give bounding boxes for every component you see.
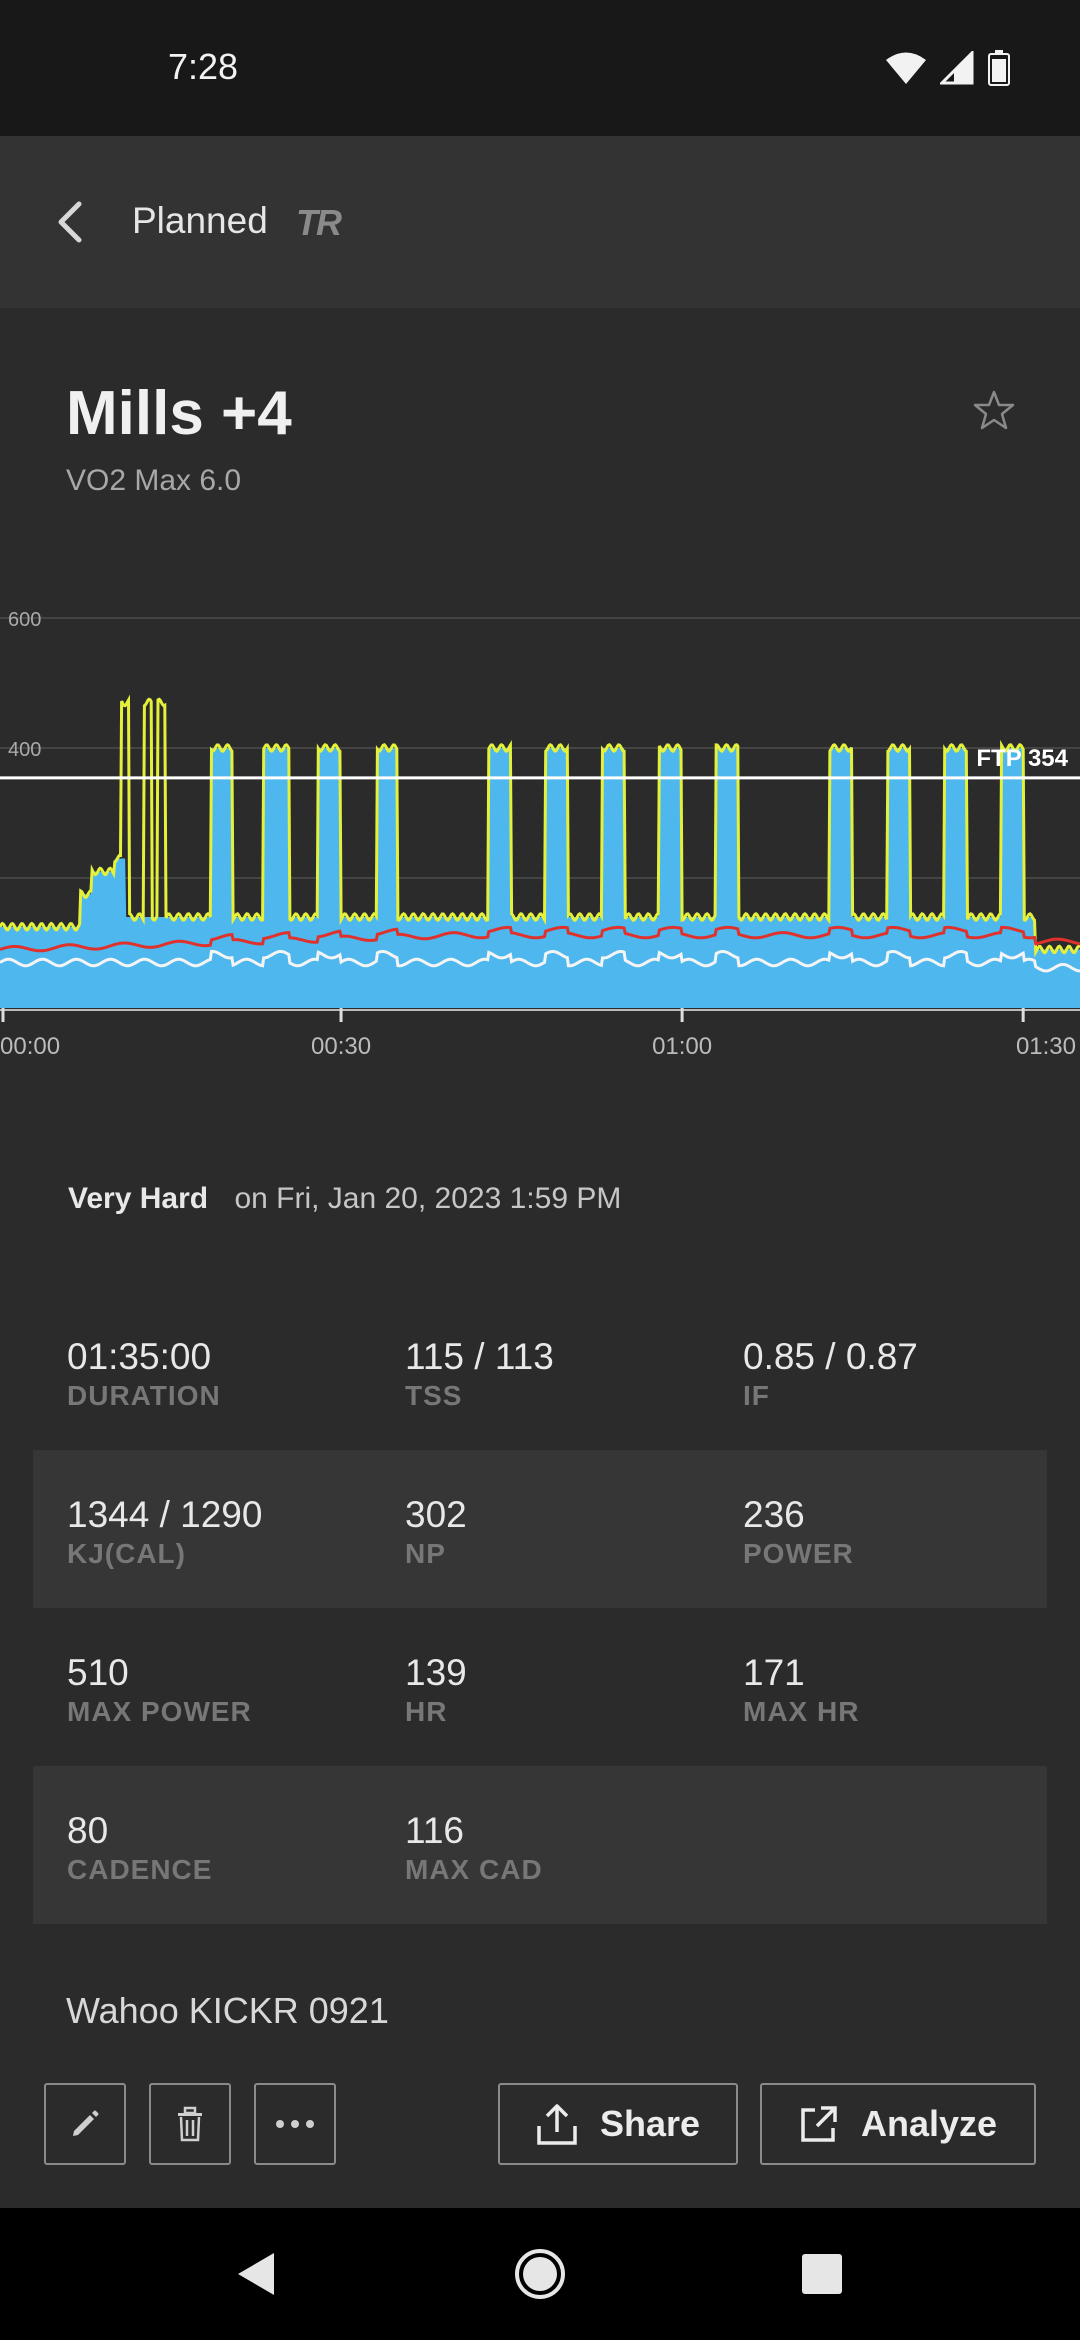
workout-date: on Fri, Jan 20, 2023 1:59 PM [234,1182,622,1215]
app-bar: Planned TR [0,136,1080,308]
back-button[interactable] [40,192,100,252]
status-bar: 7:28 [0,0,1080,136]
stat-label: CADENCE [67,1854,213,1885]
stat-value: 510 [67,1652,129,1693]
cell-signal-icon [940,51,974,85]
delete-button[interactable] [149,2083,231,2165]
nav-home-button[interactable] [510,2244,570,2304]
stats-row: 01:35:00 DURATION 115 / 113 TSS 0.85 / 0.8… [33,1292,1047,1450]
more-horizontal-icon [276,2120,314,2128]
workout-chart-svg: FTP 354 600 400 00:00 00:30 01:00 01:30 [0,609,1080,1060]
app-bar-title: Planned [132,200,268,241]
chart-series-power [0,694,1080,958]
battery-icon [988,50,1010,86]
status-icons [886,50,1010,86]
stat-label: NP [405,1538,446,1569]
share-icon [537,2104,577,2145]
stat-value: 116 [405,1810,464,1851]
stat-label: MAX POWER [67,1696,252,1727]
stat-value: 80 [67,1810,109,1851]
chart-ftp-label: FTP 354 [976,745,1068,772]
stat-value: 115 / 113 [405,1336,554,1377]
more-button[interactable] [254,2083,336,2165]
stat-if: 0.85 / 0.87 IF [709,1292,1047,1450]
favorite-button[interactable] [964,380,1024,440]
analyze-label: Analyze [860,2103,998,2144]
share-button[interactable]: Share [498,2083,738,2165]
analyze-button[interactable]: Analyze [760,2083,1036,2165]
workout-title: Mills +4 [66,379,292,448]
stats-grid: 01:35:00 DURATION 115 / 113 TSS 0.85 / 0.8… [33,1292,1047,1924]
stat-label: DURATION [67,1380,221,1411]
stat-value: 139 [405,1652,467,1693]
status-time: 7:28 [168,46,239,87]
stat-hr: 139 HR [371,1608,709,1766]
share-label: Share [599,2103,701,2144]
chevron-left-icon [58,201,82,243]
stat-label: TSS [405,1380,463,1411]
external-link-icon [801,2106,837,2142]
difficulty-label: Very Hard [68,1182,209,1215]
stat-max-hr: 171 MAX HR [709,1608,1047,1766]
wifi-icon [886,52,926,84]
stats-row: 1344 / 1290 KJ(CAL) 302 NP 236 POWER [33,1450,1047,1608]
stat-label: IF [743,1380,770,1411]
workout-chart[interactable]: FTP 354 600 400 00:00 00:30 01:00 01:30 [0,598,1080,1072]
stat-max-power: 510 MAX POWER [33,1608,371,1766]
chart-y-tick-label: 600 [8,609,41,631]
stat-np: 302 NP [371,1450,709,1608]
stat-label: MAX CAD [405,1854,543,1885]
stat-value: 1344 / 1290 [67,1494,263,1535]
stat-kj-cal: 1344 / 1290 KJ(CAL) [33,1450,371,1608]
stat-value: 236 [743,1494,805,1535]
chart-series-cadence [0,950,1080,973]
trash-icon [178,2106,202,2142]
nav-home-icon [515,2249,565,2299]
stat-value: 01:35:00 [67,1336,212,1377]
workout-header: Mills +4 VO2 Max 6.0 [0,308,1080,598]
stat-duration: 01:35:00 DURATION [33,1292,371,1450]
stat-label: POWER [743,1538,854,1569]
chart-x-tick-label: 00:30 [311,1033,371,1060]
chart-x-tick-label: 01:00 [652,1033,712,1060]
stat-empty [709,1766,1047,1924]
nav-recents-icon [802,2254,842,2294]
chart-x-tick-label: 00:00 [0,1033,60,1060]
chart-series-heart-rate [0,925,1080,953]
chart-y-tick-label: 400 [8,739,41,761]
chart-x-tick-label: 01:30 [1016,1033,1076,1060]
star-outline-icon [973,390,1015,430]
stat-label: MAX HR [743,1696,860,1727]
nav-recents-button[interactable] [792,2244,852,2304]
stats-row: 510 MAX POWER 139 HR 171 MAX HR [33,1608,1047,1766]
nav-back-icon [238,2253,274,2295]
stat-label: KJ(CAL) [67,1538,186,1569]
trainerroad-logo: TR [296,202,342,243]
device-name: Wahoo KICKR 0921 [66,1990,389,2031]
stat-power: 236 POWER [709,1450,1047,1608]
workout-subtitle: VO2 Max 6.0 [66,464,242,497]
stat-value: 171 [743,1652,805,1693]
stats-row: 80 CADENCE 116 MAX CAD [33,1766,1047,1924]
stat-max-cad: 116 MAX CAD [371,1766,709,1924]
action-bar: Share Analyze [0,2060,1080,2208]
edit-button[interactable] [44,2083,126,2165]
stat-value: 302 [405,1494,467,1535]
difficulty-row: Very Hard on Fri, Jan 20, 2023 1:59 PM [68,1182,621,1216]
pencil-icon [73,2110,99,2136]
stat-value: 0.85 / 0.87 [743,1336,918,1377]
stat-cadence: 80 CADENCE [33,1766,371,1924]
nav-back-button[interactable] [226,2244,286,2304]
stat-tss: 115 / 113 TSS [371,1292,709,1450]
chart-series-target-area [0,748,1080,1008]
stat-label: HR [405,1696,448,1727]
system-nav-bar [0,2208,1080,2340]
